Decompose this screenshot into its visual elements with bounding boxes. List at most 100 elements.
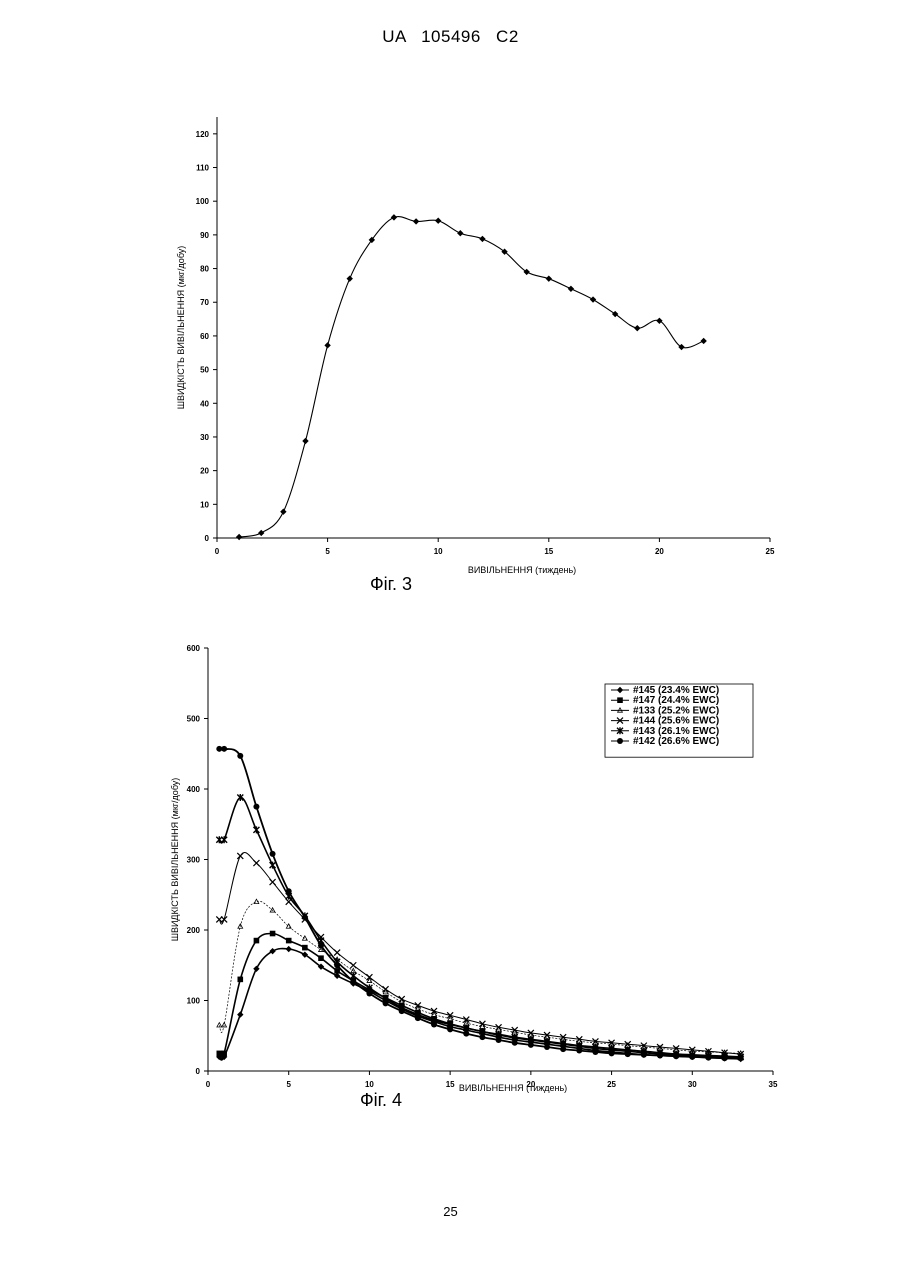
x-tick-label: 25 xyxy=(607,1080,616,1089)
y-tick-label: 90 xyxy=(200,231,209,240)
data-point xyxy=(383,1000,389,1006)
data-point xyxy=(463,1031,469,1037)
data-point xyxy=(413,218,419,224)
data-point xyxy=(280,509,286,515)
data-point xyxy=(217,1023,222,1027)
data-point xyxy=(302,438,308,444)
data-point xyxy=(576,1048,582,1054)
data-point xyxy=(590,296,596,302)
data-point xyxy=(568,286,574,292)
y-tick-label: 120 xyxy=(196,130,210,139)
figure-4-chart: 010020030040050060005101520253035ВИВІЛЬН… xyxy=(0,620,901,1140)
figure-label: Фіг. 4 xyxy=(360,1090,402,1110)
series-line xyxy=(239,217,703,537)
y-tick-label: 100 xyxy=(187,997,201,1006)
data-point xyxy=(457,230,463,236)
y-tick-label: 70 xyxy=(200,298,209,307)
data-point xyxy=(435,218,441,224)
data-point xyxy=(689,1054,695,1060)
x-tick-label: 25 xyxy=(766,547,775,556)
data-point xyxy=(512,1040,518,1046)
data-point xyxy=(415,1002,421,1008)
y-tick-label: 20 xyxy=(200,467,209,476)
data-point xyxy=(415,1015,421,1021)
x-axis-title: ВИВІЛЬНЕННЯ (тиждень) xyxy=(459,1083,567,1093)
data-point xyxy=(700,338,706,344)
y-tick-label: 110 xyxy=(196,164,209,173)
data-point xyxy=(431,1021,437,1027)
data-point xyxy=(334,950,340,956)
data-point xyxy=(479,1034,485,1040)
x-tick-label: 15 xyxy=(544,547,553,556)
data-point xyxy=(609,1050,615,1056)
data-point xyxy=(350,978,356,984)
data-point xyxy=(217,1051,223,1057)
data-point xyxy=(705,1055,711,1061)
data-point xyxy=(399,1008,405,1014)
data-point xyxy=(286,888,292,894)
x-tick-label: 5 xyxy=(286,1080,291,1089)
data-point xyxy=(318,955,324,961)
y-tick-label: 500 xyxy=(187,715,201,724)
data-point xyxy=(391,214,397,220)
data-point xyxy=(253,966,259,972)
x-tick-label: 0 xyxy=(215,547,220,556)
figure-3-chart: 01020304050607080901001101200510152025ВИ… xyxy=(0,0,901,620)
data-point xyxy=(270,862,276,869)
x-tick-label: 10 xyxy=(365,1080,374,1089)
data-point xyxy=(366,974,372,980)
y-tick-label: 0 xyxy=(205,534,210,543)
data-point xyxy=(270,931,276,937)
x-tick-label: 10 xyxy=(434,547,443,556)
data-point xyxy=(592,1049,598,1055)
data-point xyxy=(447,1012,453,1018)
y-tick-label: 200 xyxy=(187,926,201,935)
data-point xyxy=(673,1053,679,1059)
data-point xyxy=(237,1011,243,1017)
x-tick-label: 35 xyxy=(769,1080,778,1089)
data-point xyxy=(625,1051,631,1057)
data-point xyxy=(634,325,640,331)
series-line xyxy=(219,748,740,1058)
x-tick-label: 5 xyxy=(325,547,330,556)
data-point xyxy=(286,946,292,952)
data-point xyxy=(253,804,259,810)
data-point xyxy=(350,972,356,979)
data-point xyxy=(221,746,227,752)
data-point xyxy=(366,990,372,996)
y-axis-title: ШВИДКІСТЬ ВИВІЛЬНЕННЯ (мкг/добу) xyxy=(170,778,180,942)
data-point xyxy=(334,962,340,968)
data-point xyxy=(383,986,389,992)
data-point xyxy=(237,753,243,759)
y-tick-label: 50 xyxy=(200,366,209,375)
y-tick-label: 0 xyxy=(196,1067,201,1076)
y-tick-label: 600 xyxy=(187,644,201,653)
y-tick-label: 10 xyxy=(200,500,209,509)
data-point xyxy=(334,968,340,974)
data-point xyxy=(253,860,259,866)
figure-label: Фіг. 3 xyxy=(370,574,412,594)
data-point xyxy=(302,945,308,951)
y-tick-label: 300 xyxy=(187,856,201,865)
data-point xyxy=(528,1042,534,1048)
data-point xyxy=(221,916,227,922)
data-point xyxy=(496,1037,502,1043)
data-point xyxy=(258,530,264,536)
data-point xyxy=(221,836,227,843)
data-point xyxy=(722,1055,728,1061)
x-axis-title: ВИВІЛЬНЕННЯ (тиждень) xyxy=(468,565,576,575)
x-tick-label: 30 xyxy=(688,1080,697,1089)
data-point xyxy=(253,826,259,833)
series-line xyxy=(219,853,740,1055)
data-point xyxy=(738,1055,744,1061)
legend-marker xyxy=(617,697,623,703)
data-point xyxy=(447,1026,453,1032)
y-tick-label: 400 xyxy=(187,785,201,794)
data-point xyxy=(270,851,276,857)
page-number: 25 xyxy=(0,1204,901,1219)
data-point xyxy=(546,275,552,281)
data-point xyxy=(254,938,260,944)
series-line xyxy=(219,933,740,1058)
data-point xyxy=(347,275,353,281)
data-point xyxy=(560,1046,566,1052)
